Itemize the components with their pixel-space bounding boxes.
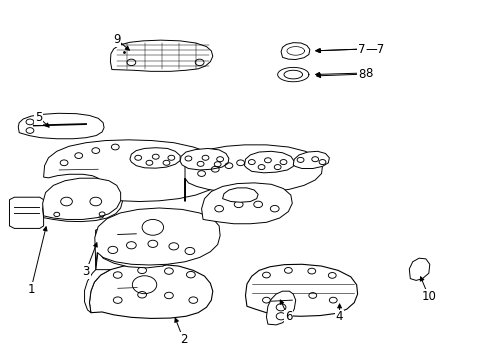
PathPatch shape <box>43 140 224 202</box>
Text: 10: 10 <box>421 290 435 303</box>
Text: 1: 1 <box>27 283 35 296</box>
Text: 5: 5 <box>35 111 42 124</box>
Text: 2: 2 <box>180 333 187 346</box>
PathPatch shape <box>180 148 228 170</box>
PathPatch shape <box>110 40 212 71</box>
Text: 8: 8 <box>365 67 372 80</box>
PathPatch shape <box>244 151 294 173</box>
PathPatch shape <box>184 145 322 202</box>
PathPatch shape <box>222 188 258 202</box>
Text: 6: 6 <box>284 310 291 324</box>
PathPatch shape <box>42 182 122 222</box>
Text: 7: 7 <box>357 42 365 55</box>
PathPatch shape <box>293 151 329 168</box>
PathPatch shape <box>201 183 292 224</box>
PathPatch shape <box>130 148 180 168</box>
PathPatch shape <box>18 113 104 139</box>
PathPatch shape <box>96 223 182 270</box>
PathPatch shape <box>281 42 309 59</box>
Text: 3: 3 <box>82 265 89 278</box>
PathPatch shape <box>84 270 110 313</box>
PathPatch shape <box>95 208 220 266</box>
Text: 4: 4 <box>335 310 343 324</box>
PathPatch shape <box>89 264 212 319</box>
Text: 9: 9 <box>113 33 120 46</box>
PathPatch shape <box>245 264 357 316</box>
PathPatch shape <box>42 178 121 220</box>
Text: 8: 8 <box>357 68 365 81</box>
PathPatch shape <box>266 291 295 325</box>
Text: —7: —7 <box>365 42 384 55</box>
PathPatch shape <box>408 258 429 280</box>
PathPatch shape <box>9 197 43 228</box>
